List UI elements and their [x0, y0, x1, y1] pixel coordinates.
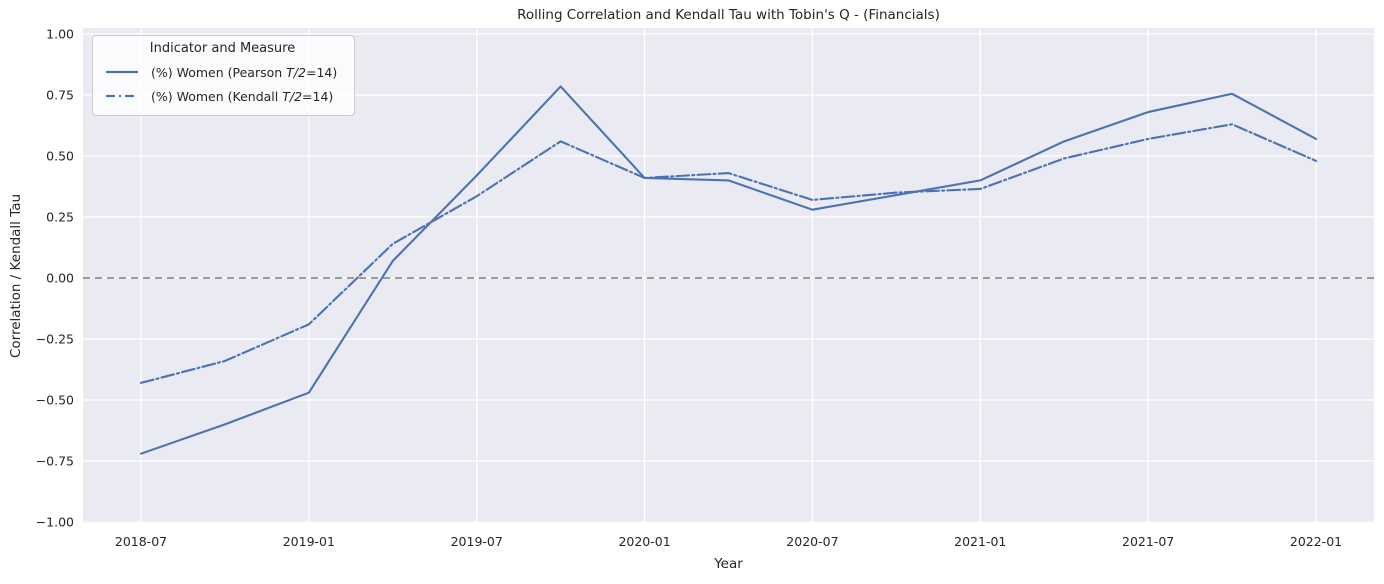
x-tick-label: 2020-01 — [618, 534, 670, 549]
y-tick-label: −0.25 — [36, 332, 74, 347]
y-tick-label: 0.75 — [46, 88, 74, 103]
y-tick-label: 0.50 — [46, 149, 74, 164]
y-tick-label: −0.50 — [36, 393, 74, 408]
legend-item-pearson: (%) Women (Pearson T/2=14) — [101, 60, 344, 84]
x-tick-label: 2021-07 — [1122, 534, 1174, 549]
x-tick-label: 2018-07 — [115, 534, 167, 549]
x-tick-label: 2022-01 — [1290, 534, 1342, 549]
legend-item-label-pearson: (%) Women (Pearson T/2=14) — [151, 64, 338, 80]
legend-item-kendall: (%) Women (Kendall T/2=14) — [101, 84, 344, 108]
x-tick-label: 2019-07 — [451, 534, 503, 549]
pearson-line-sample-icon — [106, 70, 138, 74]
x-tick-label: 2020-07 — [786, 534, 838, 549]
pearson-series-line — [139, 85, 1318, 455]
legend-title: Indicator and Measure — [149, 41, 296, 56]
y-axis-label: Correlation / Kendall Tau — [8, 193, 24, 359]
chart-title: Rolling Correlation and Kendall Tau with… — [517, 7, 940, 23]
y-tick-label: −1.00 — [36, 515, 74, 530]
y-tick-label: −0.75 — [36, 454, 74, 469]
y-tick-label: 0.00 — [46, 271, 74, 286]
x-tick-label: 2019-01 — [283, 534, 335, 549]
x-tick-label: 2021-01 — [954, 534, 1006, 549]
x-axis-label: Year — [714, 556, 743, 572]
y-tick-label: 1.00 — [46, 27, 74, 42]
legend: Indicator and Measure (%) Women (Pearson… — [92, 35, 355, 116]
y-tick-label: 0.25 — [46, 210, 74, 225]
kendall-series-line — [139, 123, 1318, 384]
kendall-line-sample-icon — [106, 94, 138, 98]
legend-item-label-kendall: (%) Women (Kendall T/2=14) — [151, 88, 334, 104]
